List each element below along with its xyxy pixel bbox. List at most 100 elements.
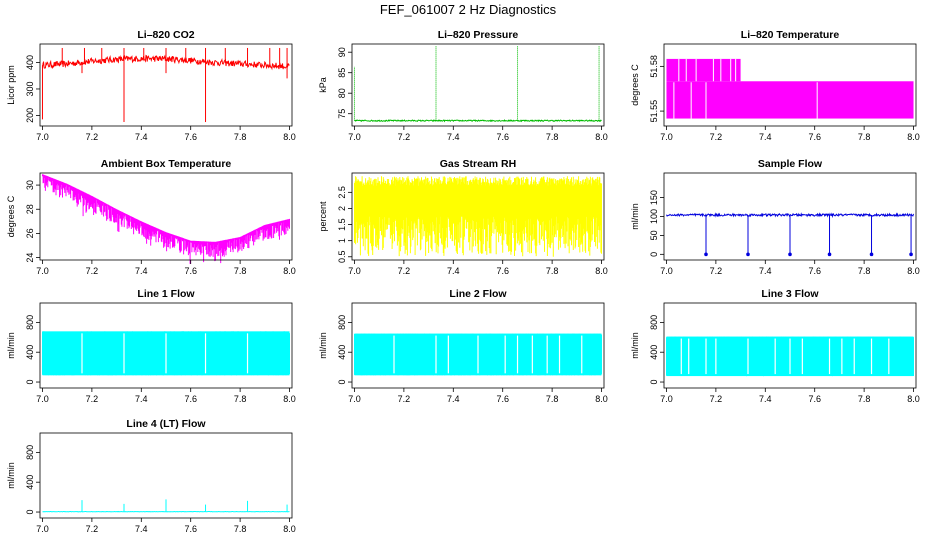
y-tick-label: 2.5 (337, 186, 347, 199)
chart-title: Line 2 Flow (449, 288, 507, 300)
y-axis-label: degrees C (6, 195, 16, 237)
x-tick-label: 7.2 (398, 394, 411, 404)
y-tick-label: 85 (337, 68, 347, 78)
x-tick-label: 8.0 (907, 394, 920, 404)
plot-frame (351, 302, 605, 389)
x-tick-label: 7.8 (858, 394, 871, 404)
series-2 (666, 58, 914, 119)
chart-title: Gas Stream RH (440, 158, 516, 170)
chart-title: Li–820 CO2 (137, 29, 194, 41)
y-axis-label: ml/min (630, 203, 640, 230)
y-tick-label: 75 (337, 109, 347, 119)
plot-frame (351, 43, 605, 127)
x-tick-label: 7.6 (808, 132, 821, 142)
plot-frame (663, 43, 917, 127)
chart-title: Line 4 (LT) Flow (126, 418, 206, 430)
y-tick-label: 400 (25, 345, 35, 360)
x-tick-label: 8.0 (595, 394, 608, 404)
y-tick-label: 200 (25, 108, 35, 123)
y-axis-label: Licor ppm (6, 65, 16, 105)
x-tick-label: 7.2 (86, 132, 99, 142)
x-tick-label: 7.2 (398, 266, 411, 276)
x-tick-label: 7.2 (86, 266, 99, 276)
x-tick-label: 7.0 (348, 394, 361, 404)
y-tick-label: 26 (25, 228, 35, 238)
series-6 (42, 331, 290, 376)
x-tick-label: 7.8 (546, 394, 559, 404)
series-band (354, 176, 602, 257)
series-3 (42, 174, 290, 264)
chart-panel: Line 2 Flow 7.0 7.2 7.4 7.6 7.8 8.0 0 400 800 ml/m… (318, 288, 608, 404)
chart-panel: Li–820 CO2 7.0 7.2 7.4 7.6 7.8 8.0 200 300 400 Lic… (6, 29, 296, 142)
page-title: FEF_061007 2 Hz Diagnostics (379, 2, 557, 17)
series-point (909, 252, 913, 257)
x-tick-label: 8.0 (283, 266, 296, 276)
y-axis-label: kPa (318, 77, 328, 93)
y-tick-label: 0 (649, 252, 659, 257)
y-tick-label: 0 (649, 380, 659, 385)
y-tick-label: 150 (649, 190, 659, 205)
x-tick-label: 7.6 (808, 266, 821, 276)
x-tick-label: 7.4 (759, 132, 772, 142)
x-tick-label: 7.2 (710, 132, 723, 142)
plot-frame (39, 172, 293, 261)
chart-title: Line 1 Flow (137, 288, 195, 300)
series-4 (354, 176, 602, 257)
x-tick-label: 8.0 (907, 266, 920, 276)
y-tick-label: 800 (337, 315, 347, 330)
chart-panel: Li–820 Temperature 7.0 7.2 7.4 7.6 7.8 8.0 51.5… (630, 29, 920, 142)
y-tick-label: 0 (337, 380, 347, 385)
series-9 (42, 499, 290, 513)
chart-title: Li–820 Temperature (741, 29, 840, 41)
y-axis-label: degrees C (630, 64, 640, 106)
plot-frame (39, 432, 293, 519)
x-tick-label: 7.0 (36, 266, 49, 276)
y-tick-label: 400 (649, 345, 659, 360)
y-tick-label: 51.55 (649, 100, 659, 123)
series-point (746, 252, 750, 257)
x-tick-label: 7.4 (135, 394, 148, 404)
y-tick-label: 800 (25, 445, 35, 460)
chart-title: Li–820 Pressure (438, 29, 519, 41)
plot-frame (39, 43, 293, 127)
x-tick-label: 7.6 (496, 266, 509, 276)
x-tick-label: 7.0 (36, 524, 49, 534)
x-tick-label: 8.0 (595, 132, 608, 142)
x-tick-label: 7.6 (184, 524, 197, 534)
y-tick-label: 400 (25, 55, 35, 70)
x-tick-label: 7.8 (234, 266, 247, 276)
x-tick-label: 7.2 (398, 132, 411, 142)
series-point (827, 252, 832, 257)
y-tick-label: 30 (25, 180, 35, 190)
x-tick-label: 7.4 (447, 266, 460, 276)
temp-lower-block (666, 81, 914, 119)
x-tick-label: 7.6 (184, 394, 197, 404)
y-tick-label: 1 (337, 238, 347, 243)
chart-title: Line 3 Flow (761, 288, 819, 300)
chart-panel: Sample Flow 7.0 7.2 7.4 7.6 7.8 8.0 0 50 100 150 ml… (630, 158, 920, 276)
y-tick-label: 400 (25, 475, 35, 490)
x-tick-label: 8.0 (283, 132, 296, 142)
x-tick-label: 7.8 (858, 266, 871, 276)
y-tick-label: 0.5 (337, 251, 347, 264)
x-tick-label: 7.2 (86, 524, 99, 534)
x-tick-label: 7.8 (234, 524, 247, 534)
series-band (42, 174, 290, 264)
chart-title: Sample Flow (758, 158, 823, 170)
y-tick-label: 0 (25, 510, 35, 515)
plot-frame (39, 302, 293, 389)
y-axis-label: ml/min (630, 332, 640, 359)
chart-panel: Line 1 Flow 7.0 7.2 7.4 7.6 7.8 8.0 0 400 800 ml/m… (6, 288, 296, 404)
y-tick-label: 90 (337, 47, 347, 57)
x-tick-label: 7.4 (759, 266, 772, 276)
y-tick-label: 80 (337, 88, 347, 98)
chart-title: Ambient Box Temperature (101, 158, 232, 170)
x-tick-label: 8.0 (283, 524, 296, 534)
series-8 (666, 336, 914, 377)
x-tick-label: 7.6 (184, 132, 197, 142)
y-tick-label: 0 (25, 380, 35, 385)
y-axis-label: ml/min (318, 332, 328, 359)
plot-frame (663, 302, 917, 389)
x-tick-label: 7.6 (808, 394, 821, 404)
